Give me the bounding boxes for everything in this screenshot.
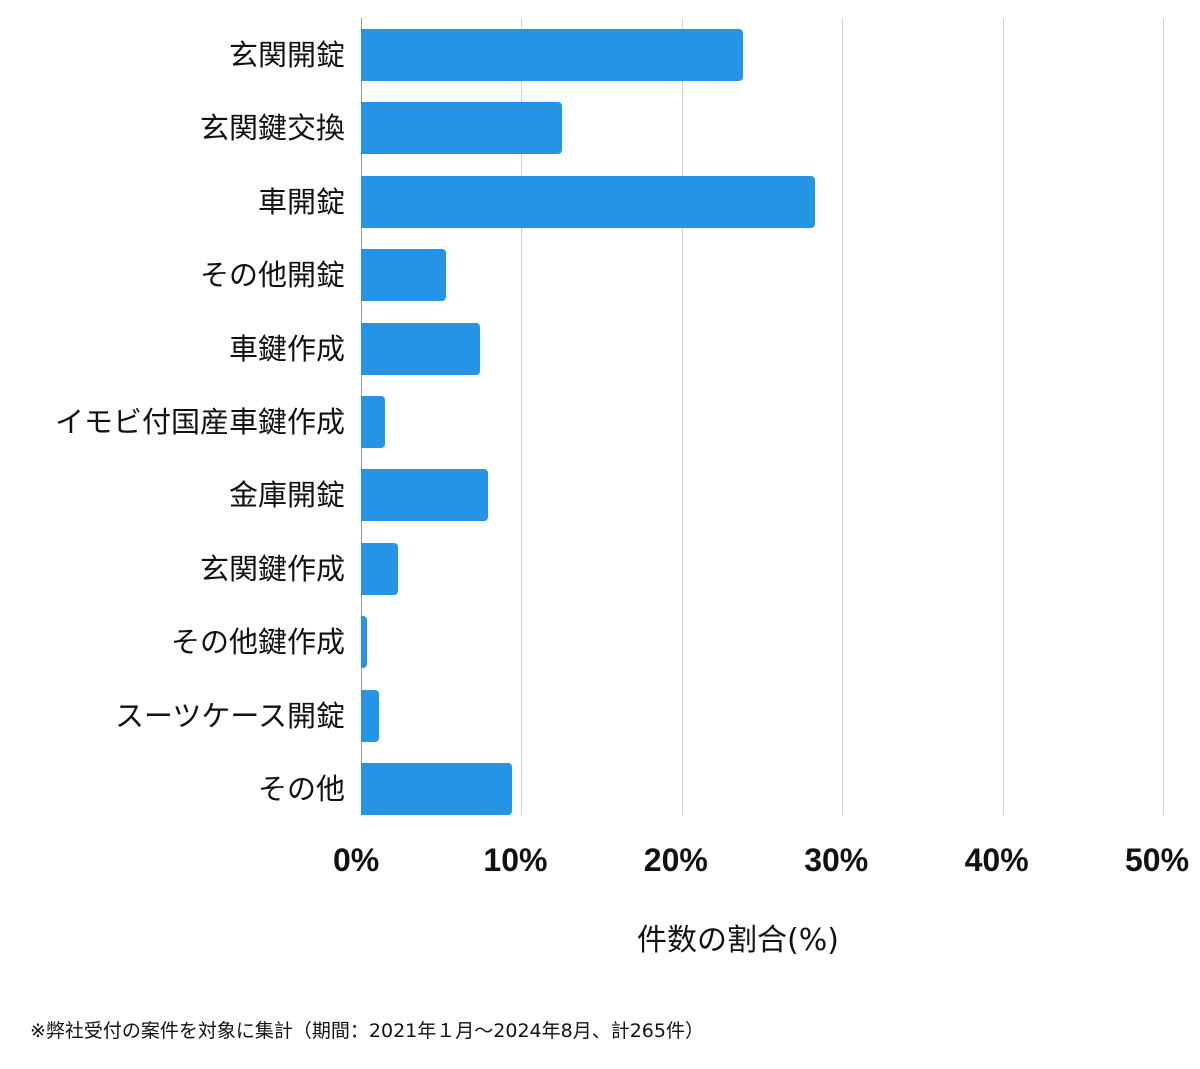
- footnote: ※弊社受付の案件を対象に集計（期間：2021年１月〜2024年8月、計265件）: [30, 1020, 704, 1042]
- bar: [361, 322, 480, 375]
- x-tick-label: 40%: [964, 842, 1029, 878]
- bar: [361, 763, 512, 815]
- category-label: 玄関鍵交換: [199, 111, 345, 146]
- x-tick-label: 10%: [483, 842, 548, 878]
- gridline: [681, 18, 683, 815]
- category-label: 車開錠: [257, 184, 345, 219]
- gridline: [842, 18, 844, 815]
- category-label: その他開錠: [199, 258, 345, 293]
- bar: [361, 689, 379, 742]
- category-label: スーツケース開錠: [115, 698, 345, 733]
- x-tick-label: 20%: [643, 842, 708, 878]
- bar: [361, 249, 446, 302]
- bar: [361, 175, 815, 228]
- category-label: 玄関開錠: [228, 38, 345, 72]
- bar: [361, 469, 488, 522]
- bar: [361, 29, 743, 81]
- x-tick-label: 50%: [1125, 842, 1190, 878]
- category-label: その他: [257, 772, 345, 806]
- gridline: [521, 18, 523, 815]
- gridline: [1163, 18, 1164, 815]
- x-tick-label: 0%: [333, 842, 380, 878]
- bar: [361, 542, 398, 595]
- category-label: イモビ付国産車鍵作成: [54, 405, 345, 439]
- category-label: 金庫開錠: [228, 478, 345, 513]
- category-label: その他鍵作成: [170, 625, 345, 660]
- category-label: 玄関鍵作成: [199, 551, 345, 586]
- bar: [361, 102, 562, 155]
- bar: [361, 616, 368, 669]
- bar: [361, 396, 386, 448]
- x-tick-label: 30%: [804, 842, 869, 878]
- x-axis-label: 件数の割合(%): [637, 923, 839, 958]
- gridline: [1002, 18, 1004, 815]
- category-label: 車鍵作成: [228, 331, 345, 366]
